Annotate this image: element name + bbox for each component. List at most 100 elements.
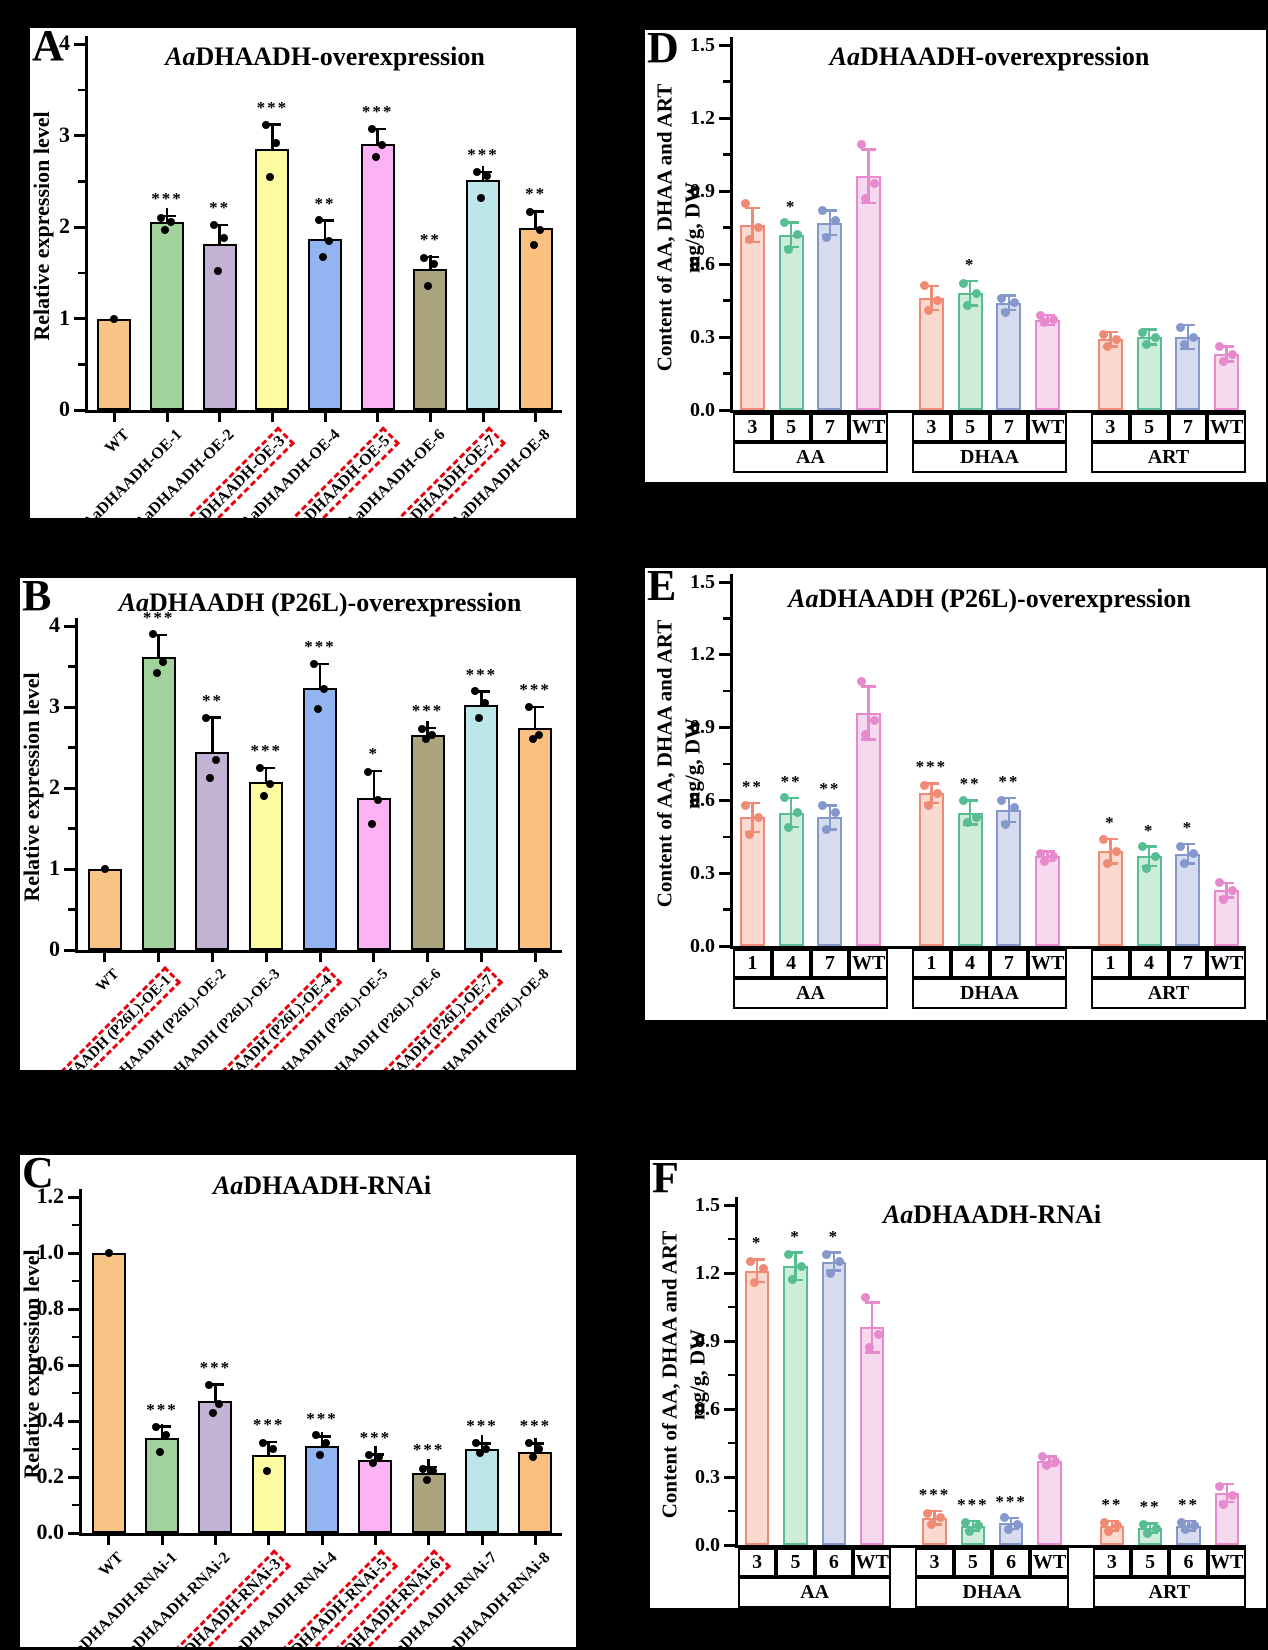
error-bar-line	[789, 797, 793, 828]
bar	[918, 793, 944, 946]
table-group-cell: DHAA	[912, 978, 1067, 1009]
bar	[1097, 339, 1123, 410]
data-point	[1104, 1526, 1114, 1536]
data-point	[797, 1261, 806, 1271]
data-point	[919, 781, 929, 791]
significance-label: *	[1105, 813, 1116, 833]
table-line-cell: 5	[776, 1548, 815, 1577]
data-point	[158, 658, 167, 667]
y-tick-label: 0.6	[690, 789, 715, 811]
x-tick	[160, 1536, 164, 1545]
data-point	[932, 296, 942, 305]
bar	[859, 1327, 885, 1545]
data-point	[209, 1408, 218, 1417]
panel-title-text: DHAADH-RNAi	[913, 1200, 1102, 1229]
error-bar-cap	[527, 210, 545, 213]
data-point	[529, 735, 538, 744]
y-minor-tick	[723, 689, 730, 693]
table-line-cell: WT	[853, 1548, 892, 1577]
significance-label: *	[964, 255, 976, 275]
data-point	[1111, 846, 1121, 856]
data-point	[1180, 339, 1190, 349]
x-axis-line	[730, 946, 1246, 949]
bar	[783, 1266, 808, 1545]
bar	[1035, 856, 1061, 946]
data-point	[744, 235, 754, 245]
bar	[744, 1270, 770, 1545]
y-axis-line	[79, 1189, 82, 1536]
error-bar-line	[1048, 1456, 1051, 1466]
significance-label: **	[998, 771, 1020, 791]
significance-label: ***	[465, 664, 498, 684]
error-bar-cap	[962, 279, 978, 283]
error-bar-cap	[1219, 345, 1235, 348]
data-point	[316, 1450, 324, 1459]
x-axis-line	[735, 1545, 1246, 1548]
table-line-cell: 1	[1091, 949, 1130, 978]
error-bar-cap-low	[864, 1351, 880, 1354]
table-group-cell: DHAA	[912, 442, 1067, 473]
table-group-cell: ART	[1092, 1577, 1246, 1608]
significance-label: ***	[359, 1427, 392, 1447]
y-minor-tick	[68, 665, 75, 668]
data-point	[110, 314, 119, 323]
error-bar-cap	[311, 662, 329, 666]
data-point	[262, 120, 271, 129]
error-bar-cap	[749, 1258, 765, 1261]
y-tick-label: 0.0	[695, 1533, 720, 1556]
data-point	[818, 800, 828, 810]
error-bar-line	[1109, 839, 1112, 864]
bar	[198, 1401, 233, 1533]
y-axis-label-line1: Content of AA, DHAA and ART	[652, 83, 677, 371]
bar	[518, 1451, 553, 1533]
x-axis-line	[730, 410, 1246, 413]
error-bar-cap	[1102, 330, 1118, 334]
data-point	[1010, 803, 1020, 813]
data-point	[1049, 315, 1059, 325]
y-minor-tick	[723, 153, 730, 156]
y-major-tick	[719, 189, 730, 193]
panel-letter: D	[647, 30, 679, 72]
error-bar-cap-low	[1180, 347, 1196, 351]
error-bar-line	[1225, 882, 1228, 898]
y-tick-label: 0.8	[36, 1295, 65, 1321]
data-point	[923, 1508, 932, 1518]
data-point	[472, 1439, 480, 1448]
data-point	[212, 755, 221, 764]
y-tick-label: 1.5	[690, 570, 715, 593]
error-bar-stem	[427, 1458, 430, 1473]
error-bar-cap	[365, 769, 383, 773]
data-point	[427, 731, 436, 740]
panel-c-expression-rnai: C AaDHAADH-RNAi 0.0 0.2 0.4 0.6 0.8 1.0 1.2 Relat…	[20, 1155, 576, 1647]
data-point	[418, 1464, 427, 1473]
data-point	[213, 266, 222, 275]
table-line-cell: 1	[912, 949, 951, 978]
table-line-cell: 7	[810, 413, 850, 442]
x-tick	[264, 953, 268, 962]
significance-label: ***	[199, 1357, 232, 1377]
panel-letter: C	[22, 1155, 54, 1197]
y-tick-label: 0.3	[695, 1465, 720, 1488]
y-minor-tick	[68, 746, 75, 749]
data-point	[525, 1439, 534, 1448]
error-bar-cap	[783, 796, 799, 800]
error-bar-line	[1186, 844, 1190, 864]
data-point	[1001, 308, 1011, 318]
error-bar-stem	[533, 714, 537, 729]
error-bar-cap	[923, 284, 939, 288]
significance-label: **	[1101, 1495, 1123, 1515]
bar	[251, 1454, 286, 1533]
data-point	[215, 1400, 224, 1409]
y-major-tick	[719, 871, 730, 875]
data-point	[1219, 895, 1229, 905]
data-point	[476, 1449, 484, 1458]
bar	[308, 238, 342, 410]
bar	[1136, 337, 1162, 410]
panel-title-italic: Aa	[788, 584, 819, 613]
error-bar-cap	[206, 1383, 224, 1386]
data-point	[1040, 317, 1050, 327]
y-minor-tick	[723, 226, 730, 229]
x-axis-line	[79, 1533, 562, 1536]
data-point	[312, 1431, 320, 1439]
error-bar-line	[1186, 324, 1190, 350]
